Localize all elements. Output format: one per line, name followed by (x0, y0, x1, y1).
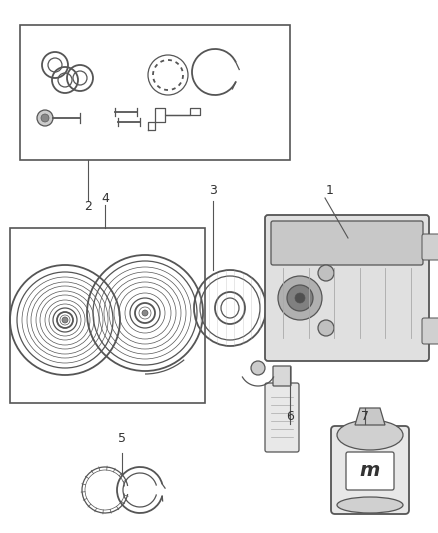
Circle shape (278, 276, 322, 320)
Text: m: m (360, 461, 380, 480)
FancyBboxPatch shape (422, 234, 438, 260)
Circle shape (142, 310, 148, 316)
Circle shape (37, 110, 53, 126)
Text: 2: 2 (84, 200, 92, 214)
Text: 3: 3 (209, 184, 217, 198)
Circle shape (41, 114, 49, 122)
Circle shape (62, 317, 68, 323)
Text: 6: 6 (286, 409, 294, 423)
FancyBboxPatch shape (271, 221, 423, 265)
FancyBboxPatch shape (265, 383, 299, 452)
Polygon shape (355, 408, 385, 425)
Text: 5: 5 (118, 432, 126, 446)
Text: 4: 4 (101, 192, 109, 206)
FancyBboxPatch shape (331, 426, 409, 514)
FancyBboxPatch shape (346, 452, 394, 490)
Bar (20, 25, 290, 160)
Circle shape (251, 361, 265, 375)
Ellipse shape (337, 420, 403, 450)
Circle shape (295, 293, 305, 303)
Ellipse shape (337, 497, 403, 513)
Circle shape (318, 265, 334, 281)
FancyBboxPatch shape (422, 318, 438, 344)
FancyBboxPatch shape (265, 215, 429, 361)
FancyBboxPatch shape (273, 366, 291, 386)
Circle shape (318, 320, 334, 336)
Text: 1: 1 (326, 184, 334, 198)
Text: 7: 7 (361, 409, 369, 423)
Circle shape (287, 285, 313, 311)
Bar (10, 228, 205, 403)
